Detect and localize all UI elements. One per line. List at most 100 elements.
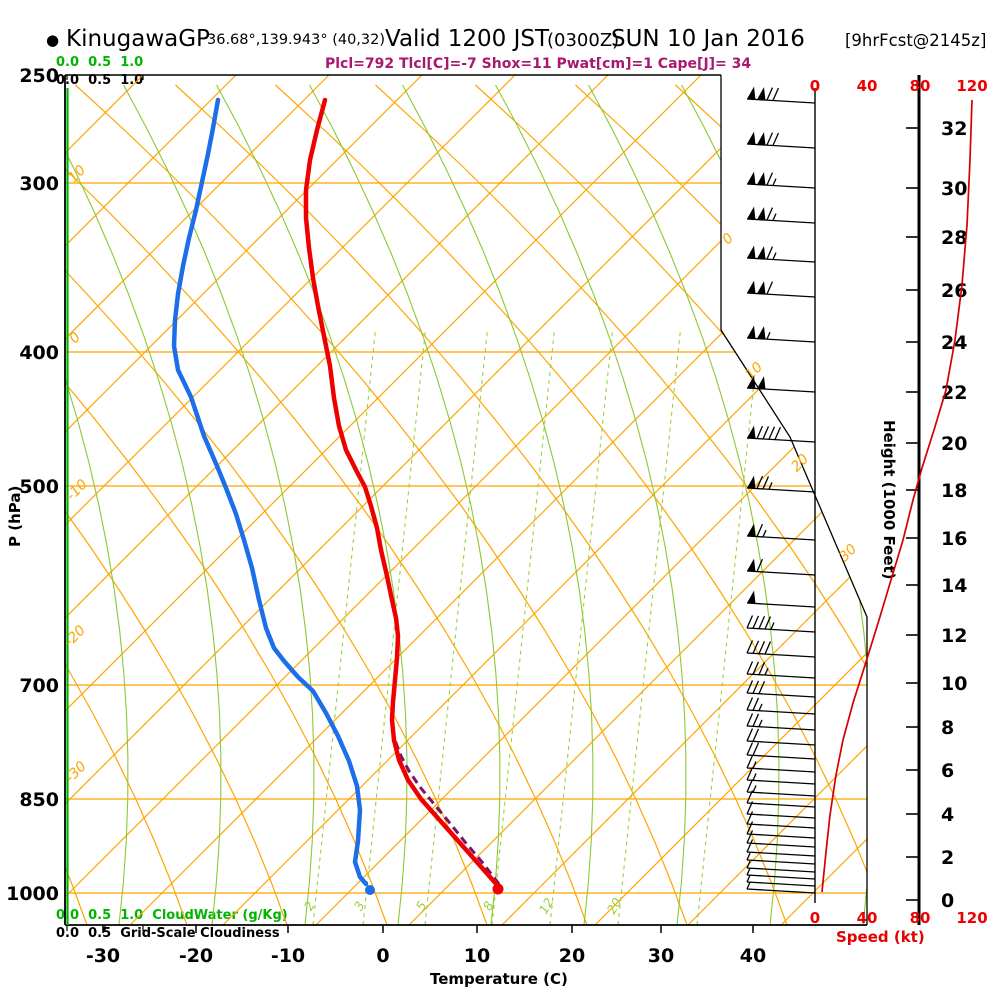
- wind-barb: [746, 821, 816, 839]
- line: [764, 616, 772, 630]
- isotherm-line: [65, 75, 609, 925]
- wind-barb: [746, 713, 816, 731]
- speed-tick-label-top: 0: [810, 77, 820, 95]
- isotherm-line: [501, 75, 867, 925]
- pressure-tick-label: 700: [19, 675, 59, 697]
- line: [766, 246, 774, 260]
- line: [758, 661, 766, 675]
- line: [766, 172, 774, 186]
- isotherm-line: [65, 75, 423, 925]
- cloudiness-scale-top: 0.0 0.5 1.0: [56, 73, 144, 88]
- line: [746, 881, 816, 887]
- dry-adiabat-line: [65, 84, 588, 925]
- line: [766, 87, 774, 101]
- wind-barb: [746, 558, 816, 576]
- polygon: [747, 325, 756, 339]
- mixing-ratio-line: [617, 329, 682, 925]
- line: [762, 529, 767, 538]
- wind-speed-curve: [821, 99, 973, 893]
- forecast-lead-tag: [9hrFcst@2145z]: [845, 31, 987, 50]
- line: [746, 709, 816, 715]
- wind-barb: [746, 131, 816, 149]
- temperature-tick-label: 10: [464, 945, 490, 967]
- line: [746, 754, 816, 760]
- pressure-tick-label: 1000: [6, 883, 59, 905]
- line: [766, 281, 774, 295]
- line: [752, 661, 760, 675]
- line: [746, 437, 816, 443]
- line: [746, 852, 751, 861]
- temperature-tick-label: -10: [271, 945, 305, 967]
- wind-barb: [746, 680, 816, 698]
- line: [762, 426, 770, 440]
- line: [746, 713, 754, 727]
- mixing-ratio-line: [491, 329, 556, 925]
- line: [758, 719, 763, 727]
- valid-time-utc: (0300Z): [547, 30, 620, 51]
- polygon: [747, 171, 756, 185]
- line: [746, 860, 751, 869]
- wind-barb: [746, 728, 816, 746]
- line: [768, 482, 773, 490]
- line: [746, 779, 816, 785]
- polygon: [747, 590, 756, 604]
- line: [746, 811, 754, 825]
- speed-tick-label-top: 80: [910, 77, 931, 95]
- line: [746, 292, 816, 298]
- wind-barb: [746, 742, 816, 760]
- line: [772, 252, 777, 260]
- height-tick-label: 4: [941, 804, 954, 826]
- pressure-tick-label: 500: [19, 476, 59, 498]
- height-tick-label: 10: [941, 673, 967, 695]
- mixing-ratio-line: [362, 329, 427, 925]
- speed-tick-label-bottom: 0: [810, 909, 820, 927]
- line: [746, 627, 816, 633]
- line: [752, 615, 760, 629]
- valid-time: Valid 1200 JST: [385, 26, 550, 52]
- line: [746, 867, 816, 873]
- line: [752, 713, 760, 727]
- speed-tick-label-top: 120: [956, 77, 987, 95]
- speed-tick-label-bottom: 120: [956, 909, 987, 927]
- dry-adiabat-line: [375, 84, 867, 925]
- mixing-ratio-line: [696, 329, 761, 925]
- polygon: [747, 425, 756, 439]
- cloudwater-scale-bottom: 0.0 0.5 1.0 CloudWater (g/Kg): [56, 908, 288, 923]
- line: [752, 697, 760, 711]
- moist-adiabat-line: [868, 85, 1000, 925]
- line: [746, 570, 816, 576]
- line: [756, 523, 764, 537]
- polygon: [747, 280, 756, 294]
- line: [746, 867, 751, 876]
- line: [746, 615, 754, 629]
- polygon: [756, 172, 766, 186]
- line: [746, 143, 816, 149]
- line: [772, 132, 780, 146]
- moist-adiabat-line: [495, 84, 687, 925]
- line: [746, 183, 816, 189]
- line: [746, 680, 754, 694]
- grid-layer: [65, 75, 1000, 925]
- line: [746, 602, 816, 608]
- line: [758, 680, 766, 694]
- isotherm-line: [315, 75, 867, 925]
- wind-barb: [746, 881, 816, 894]
- speed-tick-label-bottom: 40: [857, 909, 878, 927]
- moist-adiabat-line: [216, 84, 408, 925]
- line: [746, 728, 754, 742]
- dry-adiabat-line: [65, 84, 388, 925]
- moist-adiabat-line: [309, 84, 501, 925]
- mixing-ratio-line: [549, 329, 614, 925]
- line: [772, 178, 777, 186]
- line: [764, 641, 772, 655]
- line: [746, 791, 816, 797]
- isotherm-line: [874, 75, 1000, 925]
- line: [774, 426, 782, 440]
- cloudwater-axis-title: CloudWater (g/Kg): [152, 908, 288, 923]
- isotherm-value-label: 30: [836, 541, 860, 565]
- line: [746, 839, 754, 853]
- height-tick-label: 8: [941, 717, 954, 739]
- polygon: [756, 281, 766, 295]
